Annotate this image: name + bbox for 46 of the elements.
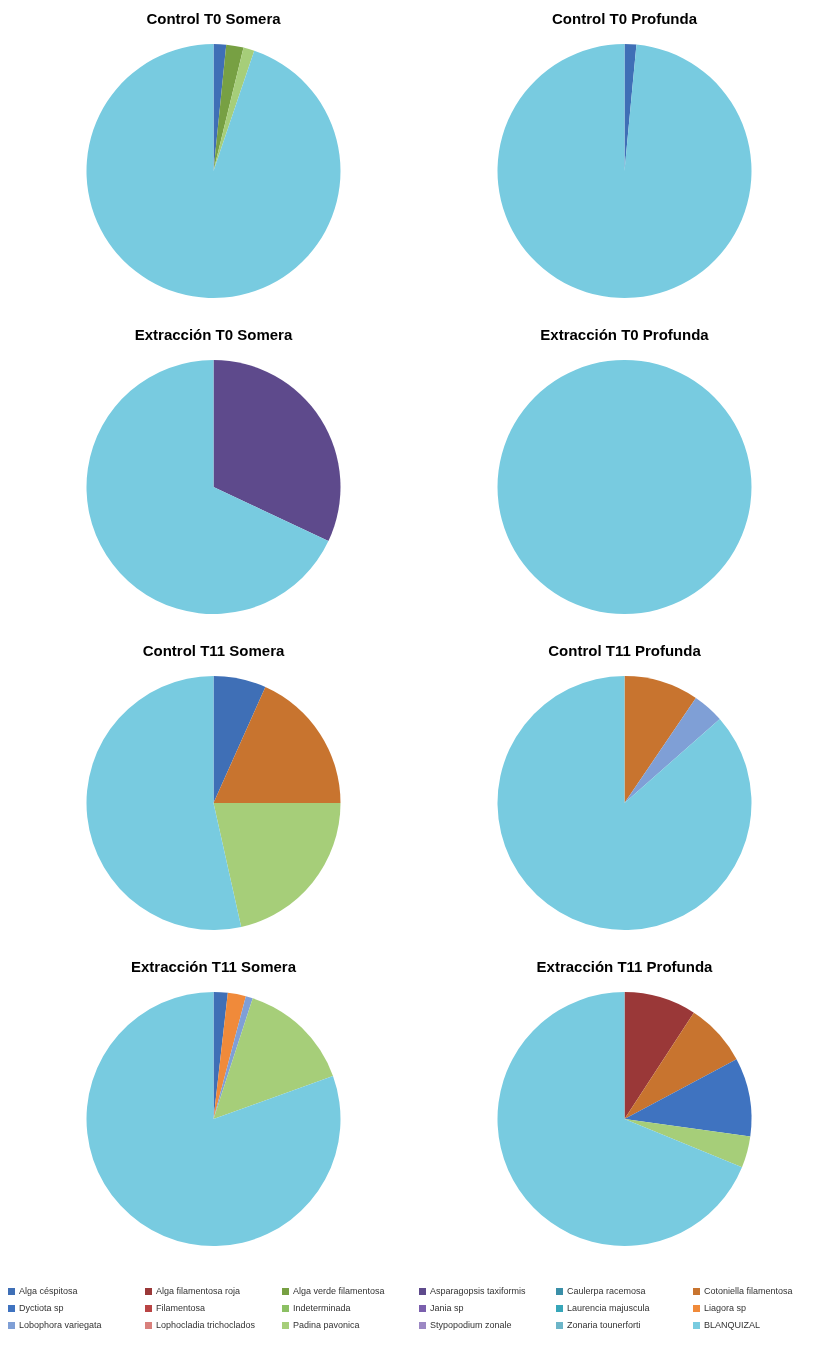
pie-slice <box>213 998 333 1119</box>
legend-label: Asparagopsis taxiformis <box>430 1286 526 1297</box>
pie-slice <box>86 992 341 1246</box>
legend-label: Filamentosa <box>156 1303 206 1314</box>
pie-slice <box>497 44 752 298</box>
chart-title: Extracción T11 Profunda <box>535 957 714 977</box>
pie-slice <box>624 1059 752 1137</box>
legend-label: Indeterminada <box>293 1303 351 1314</box>
pie-slice <box>624 1012 737 1119</box>
pie-slice <box>213 803 341 927</box>
legend-label: Laurencia majuscula <box>567 1303 650 1314</box>
pie-slice <box>624 676 696 803</box>
chart-title: Extracción T11 Somera <box>129 957 298 977</box>
pie-slice <box>213 996 253 1119</box>
chart-title: Extracción T0 Profunda <box>539 325 710 345</box>
chart-title: Extracción T0 Somera <box>133 325 294 345</box>
legend-label: Lobophora variegata <box>19 1320 102 1331</box>
legend-label: Zonaria tounerforti <box>567 1320 641 1331</box>
pie-slice <box>213 687 341 803</box>
pie-slice <box>497 676 752 930</box>
legend-label: Alga verde filamentosa <box>293 1286 385 1297</box>
pie-slice <box>213 676 266 803</box>
pie-slice <box>497 992 742 1246</box>
legend-label: Lophocladia trichoclados <box>156 1320 256 1331</box>
pie-slice <box>86 360 329 614</box>
pie-slice <box>213 47 255 171</box>
pie-slice <box>624 1119 751 1168</box>
legend-label: Alga céspitosa <box>19 1286 78 1297</box>
legend-label: Alga filamentosa roja <box>156 1286 241 1297</box>
chart-title: Control T11 Somera <box>141 641 286 661</box>
legend-label: Cotoniella filamentosa <box>704 1286 793 1297</box>
pie-slice <box>624 992 694 1119</box>
pie-slice <box>86 676 242 930</box>
chart-title: Control T0 Somera <box>145 9 282 29</box>
pie-slice <box>86 44 341 298</box>
legend-label: Jania sp <box>430 1303 464 1314</box>
chart-title: Control T11 Profunda <box>547 641 702 661</box>
legend-label: Caulerpa racemosa <box>567 1286 646 1297</box>
legend-label: Stypopodium zonale <box>430 1320 512 1331</box>
legend-label: Padina pavonica <box>293 1320 360 1331</box>
legend-label: BLANQUIZAL <box>704 1320 761 1331</box>
pie-slice <box>624 697 720 803</box>
legend-label: Liagora sp <box>704 1303 747 1314</box>
pie-slice <box>213 360 341 542</box>
chart-title: Control T0 Profunda <box>551 9 698 29</box>
legend-label: Dyctiota sp <box>19 1303 64 1314</box>
